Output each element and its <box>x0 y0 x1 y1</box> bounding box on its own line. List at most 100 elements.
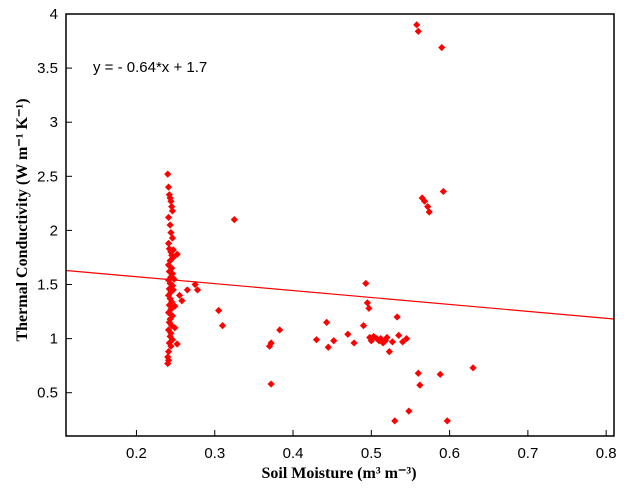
data-point <box>230 215 238 224</box>
data-point <box>323 318 331 326</box>
data-point <box>164 183 173 191</box>
y-tick-label: 3.5 <box>37 60 58 77</box>
data-point <box>166 279 174 288</box>
data-point <box>267 339 275 347</box>
data-point <box>391 417 399 425</box>
data-point <box>173 340 181 348</box>
x-tick-label: 0.2 <box>126 445 147 462</box>
data-point <box>365 304 373 312</box>
data-point <box>173 250 181 258</box>
data-point <box>191 280 199 289</box>
data-point <box>169 286 177 294</box>
y-tick-label: 2 <box>50 222 58 239</box>
axes-frame <box>65 13 615 437</box>
regression-line <box>65 269 615 320</box>
data-point <box>166 315 174 323</box>
data-point <box>395 331 403 339</box>
y-tick-label: 3 <box>50 114 58 131</box>
data-point <box>164 309 173 317</box>
data-point <box>399 338 407 346</box>
data-point <box>420 197 429 205</box>
data-point <box>167 342 175 350</box>
y-tick-label: 1 <box>50 331 58 348</box>
data-point <box>168 251 176 259</box>
data-point <box>165 318 173 326</box>
data-point <box>276 326 284 334</box>
data-point <box>178 297 186 305</box>
data-point <box>405 407 413 415</box>
y-axis-title: Thermal Conductivity (W m⁻¹ K⁻¹) <box>14 98 31 341</box>
data-point <box>265 342 274 350</box>
data-point <box>167 228 175 237</box>
x-tick-label: 0.3 <box>204 445 225 462</box>
data-point <box>167 197 175 205</box>
data-point <box>164 276 173 284</box>
data-point <box>164 170 172 178</box>
data-point <box>218 322 227 330</box>
data-point <box>469 364 477 372</box>
x-tick-label: 0.6 <box>439 445 460 462</box>
y-tick-label: 1.5 <box>37 277 58 294</box>
data-point <box>350 339 358 347</box>
data-point <box>393 313 401 321</box>
data-point <box>175 291 184 299</box>
data-points <box>164 21 477 425</box>
data-point <box>166 221 174 229</box>
x-axis-title: Soil Moisture (m³ m⁻³) <box>261 465 416 482</box>
data-point <box>439 187 447 196</box>
data-point <box>402 335 411 343</box>
data-point <box>168 322 176 330</box>
data-point <box>443 417 451 425</box>
y-tick-label: 2.5 <box>37 168 58 185</box>
data-point <box>362 279 370 288</box>
data-point <box>164 239 173 247</box>
data-point <box>425 208 433 216</box>
data-point <box>183 286 191 294</box>
data-point <box>171 302 179 310</box>
data-point <box>438 43 446 52</box>
x-axis-ticks: 0.2 0.3 0.4 0.5 0.6 0.7 0.8 <box>126 430 617 462</box>
data-point <box>344 330 352 338</box>
data-point <box>388 338 397 346</box>
data-point <box>165 285 173 293</box>
data-point <box>168 234 177 242</box>
data-point <box>373 335 381 343</box>
y-axis-ticks: 0.5 1 1.5 2 2.5 3 3.5 4 <box>37 6 72 402</box>
data-point <box>171 324 179 332</box>
data-point <box>168 312 177 320</box>
data-point <box>169 246 177 254</box>
data-point <box>193 286 202 294</box>
data-point <box>363 299 371 307</box>
data-point <box>377 335 385 343</box>
data-point <box>168 207 177 215</box>
y-tick-label: 4 <box>50 6 58 23</box>
data-point <box>267 380 275 388</box>
data-point <box>414 369 422 377</box>
data-point <box>215 306 223 315</box>
data-point <box>164 348 173 356</box>
data-point <box>416 381 424 389</box>
data-point <box>424 203 432 211</box>
data-point <box>414 27 422 35</box>
data-point <box>385 348 393 356</box>
x-tick-label: 0.8 <box>596 445 617 462</box>
data-point <box>324 343 332 351</box>
data-point <box>379 339 387 347</box>
data-point <box>164 213 173 222</box>
x-tick-label: 0.5 <box>361 445 382 462</box>
data-point <box>436 370 444 378</box>
x-tick-label: 0.4 <box>283 445 304 462</box>
data-point <box>413 21 421 29</box>
data-point <box>168 281 177 290</box>
data-point <box>170 275 178 283</box>
data-point <box>330 337 338 345</box>
data-point <box>167 305 175 313</box>
data-point <box>164 359 172 368</box>
data-point <box>359 322 368 330</box>
y-tick-label: 0.5 <box>37 385 58 402</box>
x-tick-label: 0.7 <box>517 445 538 462</box>
data-point <box>383 333 391 342</box>
regression-equation: y = - 0.64*x + 1.7 <box>93 59 207 76</box>
data-point <box>312 336 321 344</box>
